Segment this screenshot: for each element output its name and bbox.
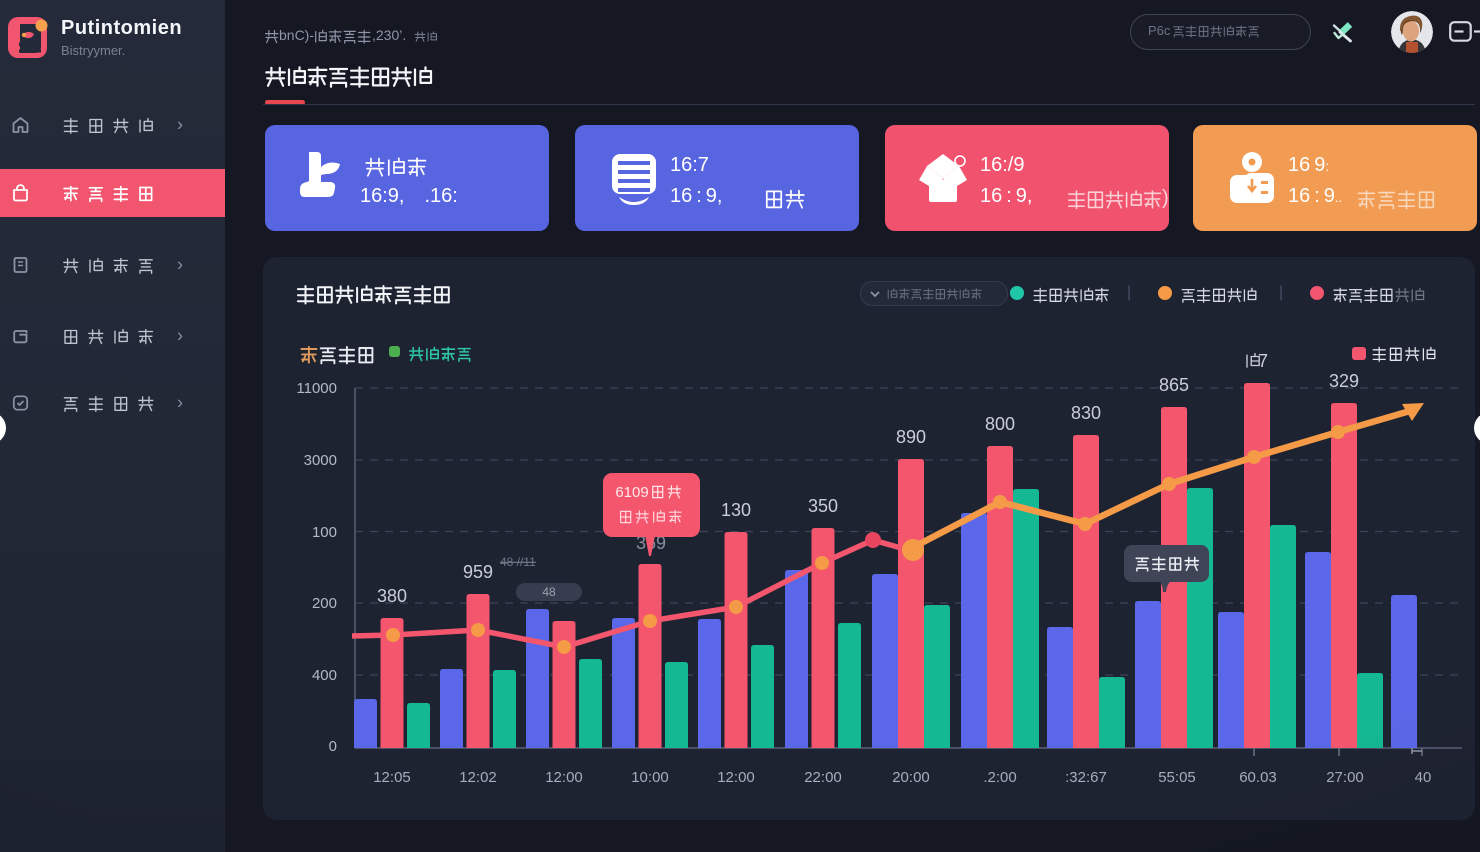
svg-text:40: 40 (1415, 769, 1432, 786)
svg-text:830: 830 (1071, 403, 1101, 423)
svg-text:350: 350 (808, 496, 838, 516)
svg-text:55:05: 55:05 (1158, 769, 1196, 786)
svg-text:.2:00: .2:00 (983, 769, 1016, 786)
svg-text:48 //11: 48 //11 (500, 555, 536, 569)
svg-text:3000: 3000 (304, 452, 337, 469)
svg-text:130: 130 (721, 500, 751, 520)
svg-text::32:67: :32:67 (1065, 769, 1107, 786)
svg-text:60.03: 60.03 (1239, 769, 1277, 786)
svg-text:0: 0 (329, 738, 337, 755)
svg-text:100: 100 (312, 524, 337, 541)
svg-text:20:00: 20:00 (892, 769, 930, 786)
svg-text:380: 380 (377, 586, 407, 606)
svg-text:10:00: 10:00 (631, 769, 669, 786)
svg-text:400: 400 (312, 667, 337, 684)
svg-text:329: 329 (1329, 371, 1359, 391)
svg-text:200: 200 (312, 595, 337, 612)
svg-text:12:00: 12:00 (717, 769, 755, 786)
svg-text:12:00: 12:00 (545, 769, 583, 786)
svg-text:48: 48 (542, 585, 556, 599)
svg-text:865: 865 (1159, 375, 1189, 395)
svg-text:22:00: 22:00 (804, 769, 842, 786)
svg-text:959: 959 (463, 562, 493, 582)
svg-text:800: 800 (985, 414, 1015, 434)
svg-text:890: 890 (896, 427, 926, 447)
svg-text:11000: 11000 (296, 380, 337, 397)
svg-text:7: 7 (1258, 351, 1268, 371)
svg-text:27:00: 27:00 (1326, 769, 1364, 786)
svg-text:12:05: 12:05 (373, 769, 411, 786)
svg-text:6109: 6109 (615, 484, 648, 501)
svg-text:12:02: 12:02 (459, 769, 497, 786)
